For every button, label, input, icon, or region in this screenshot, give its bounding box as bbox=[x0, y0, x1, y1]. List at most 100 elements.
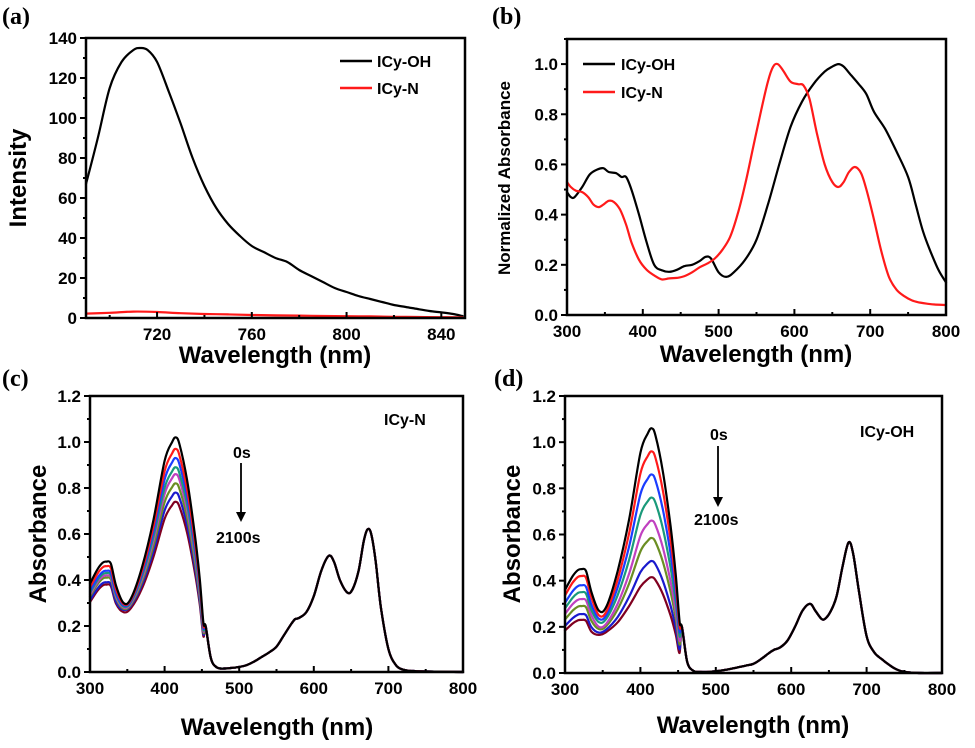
y-tick-label: 0.4 bbox=[57, 571, 81, 590]
x-axis-title-b: Wavelength (nm) bbox=[660, 341, 852, 368]
plot-frame-a bbox=[84, 36, 467, 320]
sample-label-d: ICy-OH bbox=[860, 424, 914, 441]
y-tick-label: 0.6 bbox=[57, 525, 81, 544]
y-axis-title-b: Normalized Absorbance bbox=[495, 81, 514, 275]
series-line-icy-oh bbox=[565, 62, 948, 284]
legend-a: ICy-OH ICy-N bbox=[340, 54, 431, 98]
x-axis-title-c: Wavelength (nm) bbox=[181, 714, 373, 741]
ticks-d: 300 400 500 600 700 800 0.0 0.2 0.4 0.6 0.8 1.0 1.2 bbox=[532, 387, 956, 699]
y-tick-label: 120 bbox=[49, 69, 77, 88]
series-line-0s bbox=[563, 427, 944, 675]
y-tick-label: 0.8 bbox=[534, 105, 558, 124]
legend-label-icy-n: ICy-N bbox=[621, 85, 663, 102]
y-tick-label: 140 bbox=[49, 29, 77, 48]
y-tick-label: 0.0 bbox=[532, 664, 556, 683]
y-tick-label: 0.0 bbox=[57, 663, 81, 682]
y-tick-label: 0.6 bbox=[532, 526, 556, 545]
y-tick-label: 1.0 bbox=[534, 55, 558, 74]
panel-label-c: (c) bbox=[2, 366, 29, 392]
y-tick-label: 0.8 bbox=[532, 479, 556, 498]
y-tick-label: 60 bbox=[58, 189, 77, 208]
x-tick-label: 720 bbox=[143, 325, 171, 344]
x-axis-title-a: Wavelength (nm) bbox=[179, 342, 371, 369]
panel-c: (c) 300 400 500 600 700 800 0.0 0.2 0.4 0.6 0.8 1.0… bbox=[2, 366, 477, 741]
series-layer-c bbox=[88, 436, 465, 674]
y-axis-title-d: Absorbance bbox=[499, 465, 526, 604]
series-line-icy-n bbox=[84, 310, 464, 319]
y-axis-title-c: Absorbance bbox=[25, 465, 52, 604]
y-tick-label: 80 bbox=[58, 149, 77, 168]
time-start-label-c: 0s bbox=[233, 445, 251, 462]
x-tick-label: 400 bbox=[150, 679, 178, 698]
y-tick-label: 0.0 bbox=[534, 306, 558, 325]
x-tick-label: 700 bbox=[856, 322, 884, 341]
series-line-1200s bbox=[563, 519, 944, 675]
series-line-icy-n bbox=[565, 62, 948, 307]
x-tick-label: 800 bbox=[932, 322, 960, 341]
series-line-900s bbox=[563, 496, 944, 675]
panel-label-a: (a) bbox=[2, 4, 30, 30]
series-line-0s bbox=[88, 436, 465, 674]
x-tick-label: 840 bbox=[427, 325, 455, 344]
panel-a: (a) 720 760 800 840 0 20 40 60 80 100 120 140 Wavel… bbox=[2, 4, 467, 369]
y-tick-label: 0.2 bbox=[532, 618, 556, 637]
x-tick-label: 300 bbox=[553, 322, 581, 341]
x-tick-label: 500 bbox=[225, 679, 253, 698]
series-layer-d bbox=[563, 427, 944, 675]
y-tick-label: 1.0 bbox=[57, 433, 81, 452]
y-tick-label: 100 bbox=[49, 109, 77, 128]
arrow-head-icon bbox=[236, 512, 246, 522]
time-end-label-d: 2100s bbox=[694, 512, 739, 529]
x-tick-label: 800 bbox=[449, 679, 477, 698]
series-line-600s bbox=[563, 473, 944, 675]
plot-frame-c bbox=[88, 394, 465, 674]
panel-d: (d) 300 400 500 600 700 800 0.0 0.2 0.4 0.6 0.8 1.0… bbox=[494, 366, 956, 739]
series-line-icy-oh bbox=[84, 46, 464, 318]
x-tick-label: 600 bbox=[780, 322, 808, 341]
y-tick-label: 0.4 bbox=[532, 572, 556, 591]
x-tick-label: 700 bbox=[374, 679, 402, 698]
y-tick-label: 1.0 bbox=[532, 433, 556, 452]
sample-label-c: ICy-N bbox=[384, 412, 426, 429]
x-tick-label: 800 bbox=[928, 680, 956, 699]
y-tick-label: 20 bbox=[58, 269, 77, 288]
x-tick-label: 400 bbox=[629, 322, 657, 341]
series-line-300s bbox=[563, 450, 944, 675]
series-layer-b bbox=[565, 62, 948, 307]
y-tick-label: 0.8 bbox=[57, 479, 81, 498]
y-tick-label: 0.4 bbox=[534, 206, 558, 225]
legend-label-icy-n: ICy-N bbox=[377, 81, 419, 98]
panel-label-d: (d) bbox=[494, 366, 523, 392]
legend-b: ICy-OH ICy-N bbox=[583, 57, 675, 102]
time-end-label-c: 2100s bbox=[216, 530, 261, 547]
x-tick-label: 500 bbox=[702, 680, 730, 699]
y-tick-label: 1.2 bbox=[57, 387, 81, 406]
y-tick-label: 0.2 bbox=[534, 256, 558, 275]
y-tick-label: 0.2 bbox=[57, 617, 81, 636]
x-tick-label: 300 bbox=[551, 680, 579, 699]
time-start-label-d: 0s bbox=[710, 427, 728, 444]
x-tick-label: 600 bbox=[300, 679, 328, 698]
arrow-head-icon bbox=[713, 497, 723, 507]
ticks-b: 300 400 500 600 700 800 0.0 0.2 0.4 0.6 0.8 1.0 bbox=[534, 38, 960, 341]
y-tick-label: 0.6 bbox=[534, 155, 558, 174]
x-tick-label: 500 bbox=[704, 322, 732, 341]
y-tick-label: 0 bbox=[68, 309, 77, 328]
ticks-a: 720 760 800 840 0 20 40 60 80 100 120 140 bbox=[49, 29, 456, 344]
y-tick-label: 40 bbox=[58, 229, 77, 248]
x-axis-title-d: Wavelength (nm) bbox=[657, 712, 849, 739]
x-tick-label: 760 bbox=[238, 325, 266, 344]
panel-label-b: (b) bbox=[492, 4, 521, 30]
x-tick-label: 600 bbox=[777, 680, 805, 699]
ticks-c: 300 400 500 600 700 800 0.0 0.2 0.4 0.6 0.8 1.0 1.2 bbox=[57, 387, 477, 698]
x-tick-label: 400 bbox=[626, 680, 654, 699]
y-axis-title-a: Intensity bbox=[5, 128, 32, 227]
panel-b: (b) 300 400 500 600 700 800 0.0 0.2 0.4 0.6 0.8 1.0… bbox=[492, 4, 960, 368]
legend-label-icy-oh: ICy-OH bbox=[377, 54, 431, 71]
legend-label-icy-oh: ICy-OH bbox=[621, 57, 675, 74]
x-tick-label: 800 bbox=[332, 325, 360, 344]
y-tick-label: 1.2 bbox=[532, 387, 556, 406]
x-tick-label: 700 bbox=[852, 680, 880, 699]
series-line-300s bbox=[88, 447, 465, 674]
